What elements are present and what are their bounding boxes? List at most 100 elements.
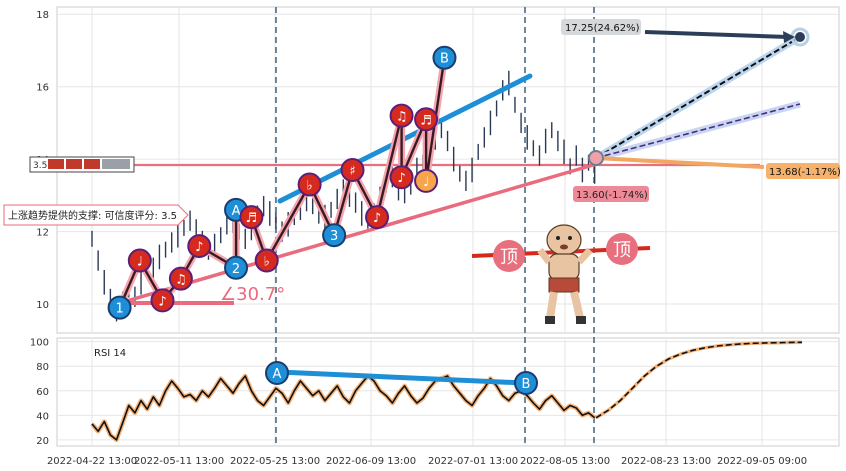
- wave-marker-label: ♭: [264, 255, 270, 270]
- wave-marker-circle: [127, 248, 152, 273]
- top-badge-right: 顶: [613, 240, 631, 261]
- wave-marker-label: ♫: [175, 273, 187, 288]
- rsi-forecast-line: [595, 341, 803, 419]
- lower-trendline: [119, 161, 601, 305]
- wave-marker-circle: [168, 266, 193, 291]
- wave-marker-label: ♪: [158, 294, 166, 309]
- x-tick-label: 2022-05-11 13:00: [134, 456, 224, 467]
- wave-marker-label: ♫: [396, 110, 408, 125]
- rsi-y-tick-label: 40: [36, 411, 49, 422]
- target-arrow: [644, 30, 789, 39]
- wave-marker-label: A: [232, 204, 241, 219]
- grid-layer: [57, 7, 839, 446]
- hline-tag-bar-2: [66, 159, 82, 169]
- wave-marker-label: 1: [115, 302, 123, 317]
- rsi-line: [91, 375, 596, 441]
- target-label-bg: [561, 19, 641, 35]
- support-note-text: 上涨趋势提供的支撑: 可信度评分: 3.5: [8, 209, 177, 222]
- wave-marker-label: ♬: [246, 211, 258, 226]
- wave-marker-label: 2: [232, 262, 240, 277]
- rsi-y-tick-label: 80: [36, 362, 49, 373]
- wave-marker-label: 3: [330, 229, 338, 244]
- wave-marker-circle: [187, 234, 212, 259]
- target-label: 17.25(24.62%): [565, 23, 640, 34]
- x-tick-label: 2022-09-05 09:00: [717, 456, 807, 467]
- wave-marker-circle: [297, 172, 322, 197]
- x-tick-label: 2022-08-05 13:00: [520, 456, 610, 467]
- target-arrow-head: [783, 31, 795, 43]
- projection-mid: [595, 103, 801, 159]
- target-dot: [795, 32, 805, 42]
- wave-marker-circle: [432, 45, 457, 70]
- rsi-y-tick-label: 20: [36, 436, 49, 447]
- projection-label-right: 13.68(-1.17%): [766, 163, 841, 179]
- hline-tag-value: 3.5: [33, 161, 47, 171]
- wave-marker-label: B: [440, 52, 449, 67]
- rsi-y-tick-label: 100: [30, 338, 49, 349]
- projection-label-low-bg: [573, 186, 649, 202]
- x-tick-label: 2022-04-22 13:00: [47, 456, 137, 467]
- wave-marker-circle: [150, 288, 175, 313]
- rsi-marker-circle: [265, 361, 289, 385]
- hline-tag-bar-3: [84, 159, 100, 169]
- x-tick-label: 2022-05-25 13:00: [230, 456, 320, 467]
- rsi-y-tick-label: 60: [36, 387, 49, 398]
- projection-label-right-text: 13.68(-1.17%): [769, 167, 841, 178]
- projection-label-low-text: 13.60(-1.74%): [576, 190, 648, 201]
- wave-marker-label: ♩: [423, 175, 429, 190]
- rsi-marker-label: A: [273, 367, 282, 382]
- rsi-panel-frame: [56, 337, 840, 447]
- wave-marker-circle: [389, 165, 414, 190]
- x-tick-label: 2022-06-09 13:00: [326, 456, 416, 467]
- rsi-marker-circle: [514, 371, 538, 395]
- wave-marker-label: ♭: [307, 178, 313, 193]
- hline-tag: 3.5: [29, 156, 135, 173]
- projection-label-low: 13.60(-1.74%): [573, 186, 649, 202]
- rsi-title: RSI 14: [94, 348, 126, 359]
- wave-marker-label: ♯: [349, 164, 355, 179]
- y-tick-label: 16: [36, 83, 49, 94]
- top-signal: 顶 顶: [471, 224, 651, 324]
- wave-marker-label: ♪: [397, 171, 405, 186]
- hline-tag-bar-4: [102, 159, 130, 169]
- projection-flat: [595, 156, 765, 169]
- target-label-box: 17.25(24.62%): [561, 19, 641, 35]
- projection-up: [595, 36, 801, 159]
- wave-markers: 1 ♩ ♪ ♫ ♪ A 2 ♬ ♭ ♭ 3 ♯ ♪ ♫ ♪ ♬ ♩ B: [107, 45, 457, 320]
- wave-marker-circle: [224, 255, 249, 280]
- wave-marker-circle: [414, 168, 439, 193]
- rsi-series: [90, 340, 803, 443]
- y-tick-label: 10: [36, 300, 49, 311]
- rsi-divergence-line: [276, 369, 527, 386]
- wave-marker-circle: [389, 103, 414, 128]
- x-tick-label: 2022-07-01 13:00: [428, 456, 518, 467]
- wave-marker-label: ♪: [373, 211, 381, 226]
- wave-marker-circle: [254, 248, 279, 273]
- x-tick-label: 2022-08-23 13:00: [621, 456, 711, 467]
- wave-marker-circle: [414, 107, 439, 132]
- wave-marker-circle: [365, 205, 390, 230]
- projection-label-right-bg: [766, 163, 840, 179]
- hline-tag-bar-1: [48, 159, 64, 169]
- projection-origin-dot: [588, 150, 604, 166]
- top-badge-left: 顶: [500, 247, 518, 268]
- top-badge-right-circle: [606, 233, 638, 265]
- support-note-bg: [3, 204, 189, 226]
- rsi-markers: AB: [265, 361, 538, 395]
- projection-fan: [588, 27, 810, 169]
- support-note: 上涨趋势提供的支撑: 可信度评分: 3.5: [3, 204, 189, 226]
- y-tick-label: 12: [36, 228, 49, 239]
- wave-marker-circle: [107, 295, 132, 320]
- weightlifter-illustration: [537, 224, 593, 324]
- wave-marker-circle: [340, 158, 365, 182]
- wave-marker-label: ♬: [420, 113, 432, 128]
- wave-marker-label: ♪: [195, 240, 203, 255]
- wave-marker-circle: [239, 205, 264, 230]
- top-badge-left-circle: [493, 240, 525, 272]
- y-tick-label: 18: [36, 10, 49, 21]
- wave-marker-circle: [322, 223, 347, 248]
- angle-label: ∠30.7°: [220, 284, 285, 305]
- wave-marker-label: ♩: [137, 255, 143, 270]
